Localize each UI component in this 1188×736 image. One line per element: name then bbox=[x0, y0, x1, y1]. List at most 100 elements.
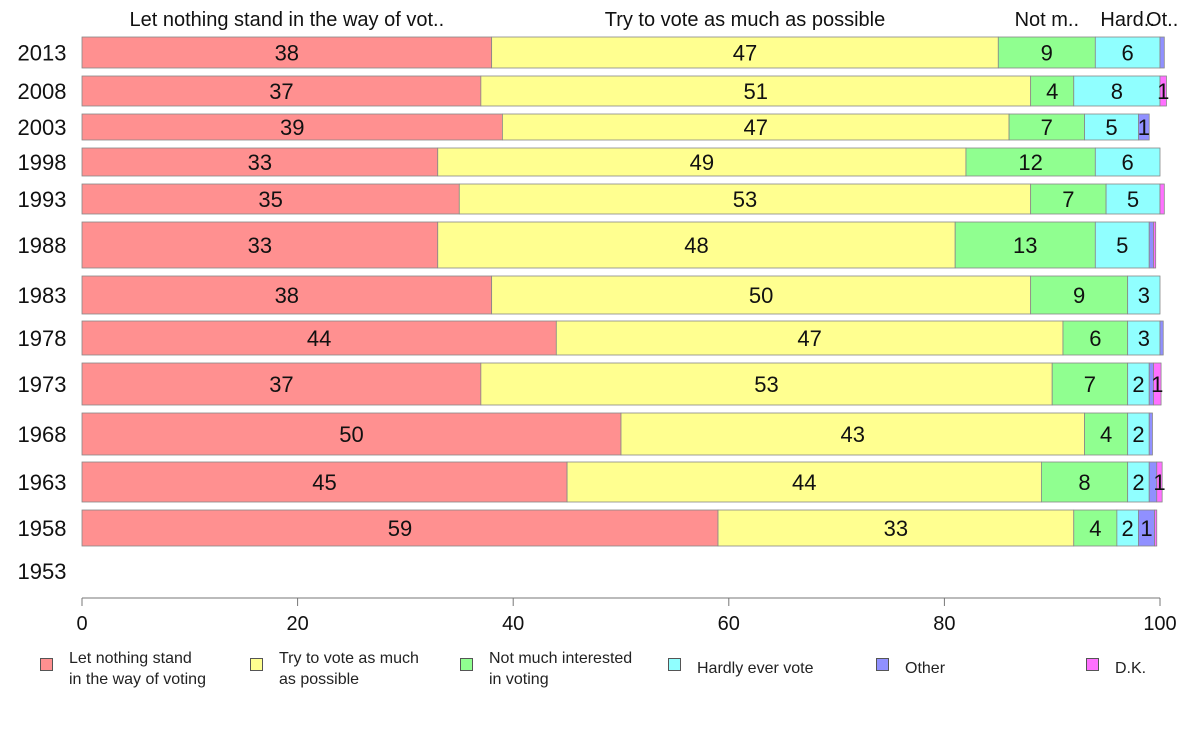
bar-segment bbox=[1030, 275, 1129, 315]
data-label: 5 bbox=[1127, 187, 1139, 212]
bar-segment bbox=[491, 36, 999, 69]
data-label: 51 bbox=[744, 79, 768, 104]
bar-segment bbox=[1156, 461, 1163, 503]
legend-swatch bbox=[876, 658, 889, 671]
bar-segment bbox=[1153, 221, 1157, 269]
x-tick-label: 100 bbox=[1143, 613, 1176, 635]
bar-segment bbox=[480, 75, 1032, 107]
bar-segment bbox=[1094, 147, 1161, 177]
data-label: 35 bbox=[258, 187, 282, 212]
bar-segment bbox=[1094, 221, 1150, 269]
legend-item: D.K. bbox=[1086, 648, 1146, 679]
data-label: 47 bbox=[797, 326, 821, 351]
year-label: 2003 bbox=[18, 115, 67, 140]
bar-segment bbox=[566, 461, 1042, 503]
bar-segment bbox=[954, 221, 1096, 269]
bar-segment bbox=[81, 412, 622, 456]
data-label: 1 bbox=[1151, 372, 1163, 397]
legend-item: Not much interested in voting bbox=[460, 648, 632, 690]
data-label: 37 bbox=[269, 372, 293, 397]
data-label: 12 bbox=[1018, 150, 1042, 175]
data-label: 2 bbox=[1132, 470, 1144, 495]
bar-segment bbox=[1148, 221, 1154, 269]
data-label: 7 bbox=[1062, 187, 1074, 212]
year-label: 1958 bbox=[18, 516, 67, 541]
data-label: 44 bbox=[307, 326, 331, 351]
data-label: 8 bbox=[1078, 470, 1090, 495]
year-label: 1973 bbox=[18, 372, 67, 397]
bar-segment bbox=[1051, 362, 1129, 406]
bar-segment bbox=[81, 147, 439, 177]
x-tick-label: 80 bbox=[933, 613, 955, 635]
bar-segment bbox=[1154, 509, 1158, 547]
bar-segment bbox=[1138, 113, 1150, 141]
data-label: 44 bbox=[792, 470, 816, 495]
series-header: Let nothing stand in the way of vot.. bbox=[129, 9, 444, 31]
bar-segment bbox=[555, 320, 1064, 356]
legend-swatch bbox=[668, 658, 681, 671]
legend-item: Hardly ever vote bbox=[668, 648, 814, 679]
data-label: 6 bbox=[1122, 41, 1134, 66]
data-label: 1 bbox=[1153, 470, 1165, 495]
legend-swatch bbox=[40, 658, 53, 671]
data-label: 2 bbox=[1132, 422, 1144, 447]
data-label: 43 bbox=[841, 422, 865, 447]
bar-segment bbox=[81, 75, 482, 107]
legend-item: Other bbox=[876, 648, 945, 679]
legend-label: Try to vote as much as possible bbox=[279, 650, 419, 688]
data-label: 53 bbox=[754, 372, 778, 397]
year-label: 2008 bbox=[18, 79, 67, 104]
series-header: Try to vote as much as possible bbox=[605, 9, 886, 31]
legend-label: Let nothing stand in the way of voting bbox=[69, 650, 206, 688]
data-label: 53 bbox=[733, 187, 757, 212]
data-label: 48 bbox=[684, 233, 708, 258]
bar-segment bbox=[1159, 183, 1165, 215]
data-label: 47 bbox=[744, 115, 768, 140]
bar-segment bbox=[1084, 113, 1139, 141]
legend: Let nothing stand in the way of voting Tr… bbox=[0, 648, 1188, 698]
bar-segment bbox=[81, 221, 439, 269]
bar-segment bbox=[491, 275, 1032, 315]
data-label: 33 bbox=[884, 516, 908, 541]
bar-segment bbox=[1030, 75, 1075, 107]
year-label: 1998 bbox=[18, 150, 67, 175]
data-label: 2 bbox=[1122, 516, 1134, 541]
bar-segment bbox=[1041, 461, 1129, 503]
bar-segment bbox=[1159, 75, 1167, 107]
x-tick-label: 40 bbox=[502, 613, 524, 635]
data-label: 13 bbox=[1013, 233, 1037, 258]
bar-segment bbox=[81, 183, 460, 215]
bar-segment bbox=[1153, 362, 1162, 406]
data-label: 39 bbox=[280, 115, 304, 140]
data-label: 3 bbox=[1138, 326, 1150, 351]
year-label: 1953 bbox=[18, 559, 67, 584]
legend-swatch bbox=[1086, 658, 1099, 671]
data-label: 1 bbox=[1140, 516, 1152, 541]
series-header: Ot.. bbox=[1146, 9, 1178, 31]
bar-segment bbox=[1008, 113, 1085, 141]
data-label: 33 bbox=[248, 150, 272, 175]
data-label: 2 bbox=[1132, 372, 1144, 397]
year-label: 1963 bbox=[18, 470, 67, 495]
bar-segment bbox=[458, 183, 1032, 215]
bar-segment bbox=[1030, 183, 1107, 215]
bar-segment bbox=[81, 113, 503, 141]
data-label: 9 bbox=[1041, 41, 1053, 66]
bar-segment bbox=[1073, 509, 1118, 547]
legend-label: Not much interested in voting bbox=[489, 650, 633, 688]
data-label: 7 bbox=[1041, 115, 1053, 140]
data-label: 6 bbox=[1122, 150, 1134, 175]
data-label: 38 bbox=[275, 41, 299, 66]
bar-segment bbox=[1084, 412, 1129, 456]
bar-segment bbox=[81, 275, 493, 315]
x-tick-label: 0 bbox=[76, 613, 87, 635]
data-label: 4 bbox=[1046, 79, 1058, 104]
year-label: 1993 bbox=[18, 187, 67, 212]
data-label: 50 bbox=[749, 283, 773, 308]
bar-segment bbox=[1105, 183, 1161, 215]
bar-segment bbox=[81, 320, 557, 356]
series-header: Hard.. bbox=[1100, 9, 1154, 31]
bar-segment bbox=[1127, 275, 1161, 315]
bar-segment bbox=[717, 509, 1075, 547]
legend-item: Let nothing stand in the way of voting bbox=[40, 648, 206, 690]
